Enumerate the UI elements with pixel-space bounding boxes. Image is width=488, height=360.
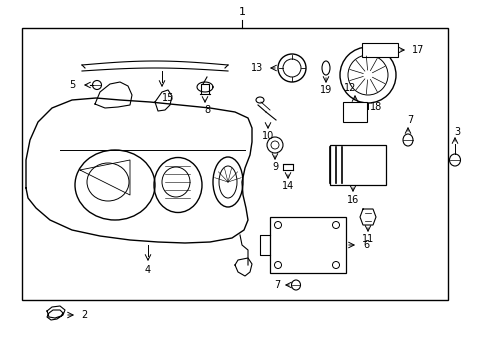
- Text: 4: 4: [144, 265, 151, 275]
- Text: 18: 18: [369, 102, 381, 112]
- Text: 11: 11: [361, 234, 373, 244]
- Bar: [269, 217, 346, 273]
- Text: 19: 19: [319, 85, 331, 95]
- Bar: [342, 102, 366, 122]
- Text: 10: 10: [262, 131, 274, 141]
- Bar: [329, 145, 385, 185]
- Bar: [361, 43, 397, 57]
- Text: 6: 6: [362, 240, 368, 250]
- Text: 14: 14: [281, 181, 293, 191]
- Text: 8: 8: [203, 105, 210, 115]
- Text: 15: 15: [162, 93, 174, 103]
- Text: 3: 3: [453, 127, 459, 137]
- Bar: [22, 28, 447, 300]
- Text: 9: 9: [271, 162, 278, 172]
- Text: 12: 12: [343, 83, 355, 93]
- Text: 1: 1: [238, 7, 245, 17]
- Text: 13: 13: [250, 63, 263, 73]
- Text: 2: 2: [81, 310, 87, 320]
- Text: 16: 16: [346, 195, 358, 205]
- Text: 7: 7: [406, 115, 412, 125]
- Text: 17: 17: [411, 45, 424, 55]
- Text: 7: 7: [273, 280, 280, 290]
- Text: 5: 5: [69, 80, 75, 90]
